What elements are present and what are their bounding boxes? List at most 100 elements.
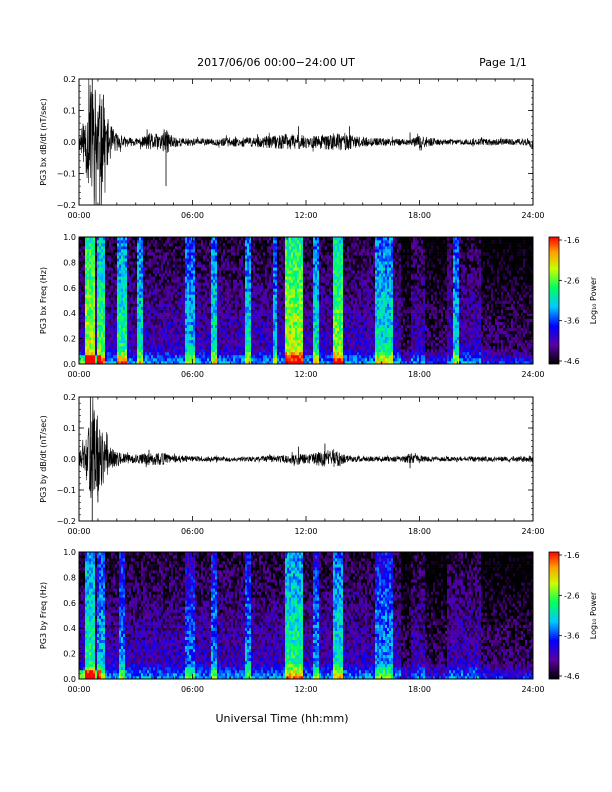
spectrogram-cell [163,249,166,253]
spectrogram-cell [279,312,282,316]
spectrogram-cell [303,285,306,289]
spectrogram-cell [81,273,84,277]
spectrogram-cell [173,327,176,332]
spectrogram-cell [133,270,136,274]
spectrogram-cell [303,351,306,356]
spectrogram-cell [127,309,130,313]
spectrogram-cell [183,294,186,298]
spectrogram-cell [311,345,314,350]
spectrogram-cell [217,333,220,338]
spectrogram-cell [241,306,244,310]
spectrogram-cell [209,273,212,277]
spectrogram-cell [199,330,202,335]
spectrogram-cell [261,252,264,256]
spectrogram-cell [169,288,172,292]
spectrogram-cell [271,306,274,310]
spectrogram-cell [101,270,104,274]
spectrogram-cell [245,333,248,338]
spectrogram-cell [89,360,92,365]
spectrogram-cell [299,339,302,344]
spectrogram-cell [167,351,170,356]
spectrogram-cell [247,336,250,341]
spectrogram-cell [139,300,142,304]
spectrogram-cell [305,306,308,310]
spectrogram-cell [243,279,246,283]
spectrogram-cell [243,303,246,307]
spectrogram-cell [91,294,94,298]
spectrogram-cell [179,309,182,313]
spectrogram-cell [93,264,96,268]
spectrogram-cell [271,300,274,304]
spectrogram-cell [207,276,210,280]
spectrogram-cell [243,339,246,344]
spectrogram-cell [207,246,210,250]
spectrogram-cell [273,270,276,274]
spectrogram-cell [189,315,192,319]
spectrogram-cell [139,303,142,307]
spectrogram-cell [225,300,228,304]
spectrogram-cell [195,273,198,277]
spectrogram-cell [199,270,202,274]
spectrogram-cell [277,240,280,244]
spectrogram-cell [119,318,122,322]
spectrogram-cell [197,300,200,304]
spectrogram-cell [305,249,308,253]
spectrogram-cell [213,252,216,256]
spectrogram-cell [119,327,122,332]
spectrogram-cell [179,279,182,283]
spectrogram-cell [285,327,288,332]
spectrogram-cell [169,339,172,344]
spectrogram-cell [309,357,312,362]
spectrogram-cell [315,321,318,325]
spectrogram-cell [119,360,122,365]
spectrogram-cell [251,240,254,244]
spectrogram-cell [263,282,266,286]
spectrogram-cell [81,294,84,298]
spectrogram-cell [157,291,160,295]
spectrogram-cell [261,351,264,356]
spectrogram-cell [139,249,142,253]
spectrogram-cell [173,297,176,301]
spectrogram-cell [129,312,132,316]
spectrogram-cell [99,288,102,292]
spectrogram-cell [231,342,234,347]
spectrogram-cell [119,246,122,250]
spectrogram-cell [99,360,102,365]
spectrogram-cell [277,243,280,247]
spectrogram-cell [141,267,144,271]
spectrogram-cell [193,249,196,253]
spectrogram-cell [165,267,168,271]
spectrogram-cell [133,276,136,280]
spectrogram-cell [253,300,256,304]
spectrogram-cell [205,321,208,325]
spectrogram-cell [133,297,136,301]
spectrogram-cell [149,327,152,332]
spectrogram-cell [201,237,204,241]
spectrogram-cell [117,282,120,286]
spectrogram-cell [261,330,264,335]
spectrogram-cell [219,312,222,316]
spectrogram-cell [225,348,228,353]
spectrogram-cell [313,357,316,362]
spectrogram-cell [237,243,240,247]
spectrogram-cell [193,240,196,244]
spectrogram-cell [133,342,136,347]
spectrogram-cell [287,249,290,253]
spectrogram-cell [259,324,262,329]
spectrogram-cell [271,342,274,347]
spectrogram-cell [205,285,208,289]
spectrogram-cell [185,360,188,365]
spectrogram-cell [205,309,208,313]
spectrogram-cell [203,324,206,329]
spectrogram-cell [271,327,274,332]
spectrogram-cell [163,243,166,247]
spectrogram-cell [109,279,112,283]
spectrogram-cell [115,330,118,335]
spectrogram-cell [123,279,126,283]
spectrogram-cell [287,270,290,274]
spectrogram-cell [235,327,238,332]
spectrogram-cell [187,240,190,244]
spectrogram-cell [289,345,292,350]
spectrogram-cell [111,267,114,271]
spectrogram-cell [139,297,142,301]
